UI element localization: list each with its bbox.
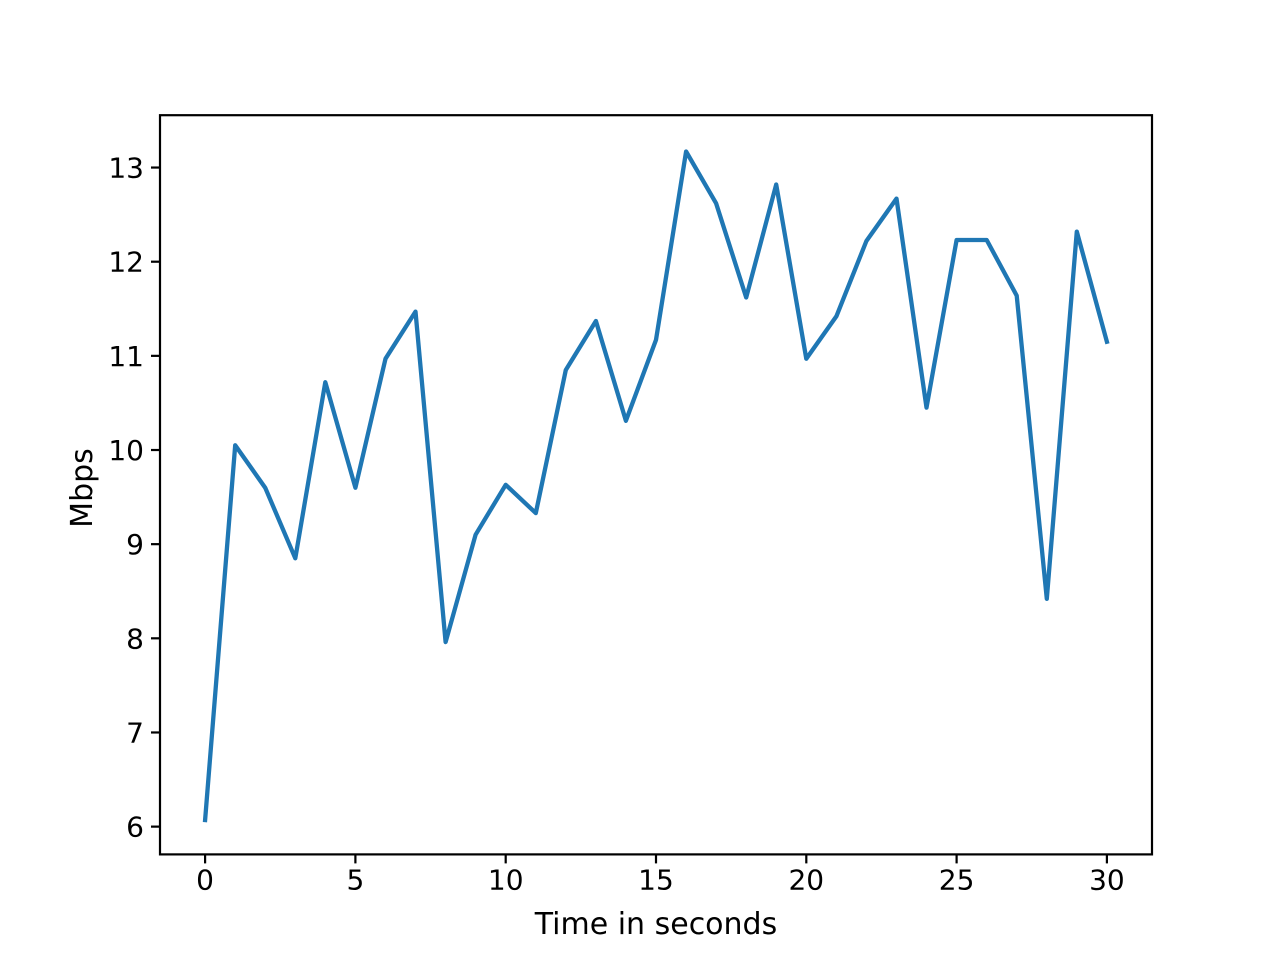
y-axis-label: Mbps	[65, 448, 100, 528]
y-tick-label: 11	[108, 340, 144, 373]
x-tick-label: 30	[1089, 863, 1125, 896]
x-tick-label: 15	[638, 863, 674, 896]
y-tick-label: 8	[126, 622, 144, 655]
y-tick-label: 6	[126, 811, 144, 844]
y-tick-label: 13	[108, 152, 144, 185]
y-tick-label: 7	[126, 716, 144, 749]
y-axis: 6 7 8 9 10 11 12 13	[108, 152, 160, 844]
x-tick-label: 5	[346, 863, 364, 896]
y-tick-label: 9	[126, 528, 144, 561]
x-tick-label: 0	[196, 863, 214, 896]
x-tick-label: 25	[939, 863, 975, 896]
x-axis-label: Time in seconds	[534, 907, 777, 942]
x-tick-label: 10	[488, 863, 524, 896]
y-tick-label: 10	[108, 434, 144, 467]
x-tick-label: 20	[788, 863, 824, 896]
y-tick-label: 12	[108, 246, 144, 279]
x-axis: 0 5 10 15 20 25 30	[196, 854, 1125, 896]
data-line	[202, 149, 1110, 823]
